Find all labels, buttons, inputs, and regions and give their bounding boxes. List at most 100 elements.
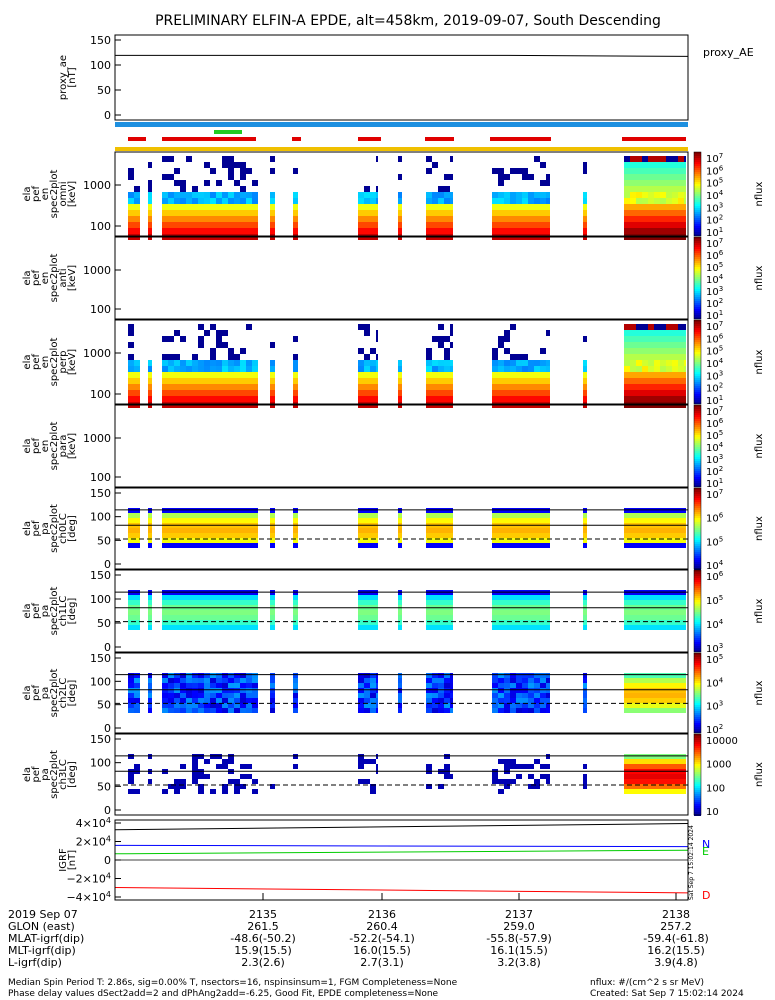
spec-cell — [534, 378, 540, 384]
pa-cell — [660, 779, 666, 784]
pa-cell — [534, 673, 540, 678]
panel-ylabel: pef — [31, 354, 42, 371]
colorbar-tick-label: 103 — [706, 201, 723, 214]
spec-cell — [534, 228, 540, 234]
pa-cell — [684, 595, 686, 600]
spec-cell — [642, 336, 648, 342]
spec-cell — [642, 216, 648, 222]
colorbar-label: nflux — [754, 516, 765, 541]
pa-cell — [660, 759, 666, 764]
spec-cell — [128, 204, 134, 210]
spec-cell — [252, 360, 258, 366]
spec-cell — [252, 198, 258, 204]
spec-cell — [426, 396, 432, 402]
spec-cell — [180, 210, 186, 216]
igrf-legend-n: N — [702, 838, 710, 851]
spec-cell — [450, 324, 453, 330]
colorbar-cell — [694, 334, 701, 336]
spec-cell — [636, 192, 642, 198]
pa-cell — [510, 620, 516, 625]
spec-cell — [128, 198, 134, 204]
spec-cell — [636, 210, 642, 216]
colorbar-cell — [694, 342, 701, 344]
colorbar-tick-label: 10 — [706, 807, 719, 818]
spec-cell — [210, 378, 216, 384]
pa-cell — [186, 600, 192, 605]
pa-cell — [186, 678, 192, 683]
spec-cell — [162, 222, 168, 228]
pa-cell — [654, 528, 660, 533]
pa-cell — [370, 625, 376, 630]
pa-cell — [654, 764, 660, 769]
spec-cell — [666, 378, 672, 384]
spec-cell — [134, 366, 140, 372]
colorbar-cell — [694, 396, 701, 398]
spec-cell — [444, 228, 450, 234]
spec-cell — [504, 360, 510, 366]
pa-cell — [376, 610, 378, 615]
spec-cell — [666, 384, 672, 390]
pa-cell — [162, 673, 168, 678]
spec-cell — [516, 222, 522, 228]
pa-cell — [204, 708, 210, 713]
spec-cell — [642, 210, 648, 216]
spec-cell — [234, 396, 240, 402]
spec-cell — [240, 168, 246, 174]
colorbar-cell — [694, 190, 701, 192]
pa-cell — [270, 615, 275, 620]
spec-cell — [168, 384, 174, 390]
pa-cell — [432, 688, 438, 693]
spec-cell — [270, 378, 275, 384]
colorbar-cell — [694, 514, 701, 516]
spec-cell — [510, 216, 516, 222]
panel-ylabel: ch1LC — [58, 596, 69, 627]
spec-cell — [148, 210, 152, 216]
pa-cell — [192, 759, 198, 764]
spec-cell — [186, 216, 192, 222]
spec-cell — [648, 378, 654, 384]
spec-cell — [534, 156, 540, 162]
spec-cell — [376, 366, 378, 372]
colorbar-cell — [694, 257, 701, 259]
pa-cell — [654, 703, 660, 708]
spec-cell — [510, 168, 516, 174]
spec-cell — [666, 396, 672, 402]
pa-cell — [450, 610, 453, 615]
pa-cell — [510, 688, 516, 693]
pa-cell — [162, 693, 168, 698]
pa-cell — [376, 683, 378, 688]
pa-cell — [358, 673, 364, 678]
spec-cell — [516, 168, 522, 174]
pa-cell — [630, 688, 636, 693]
pa-cell — [444, 533, 450, 538]
igrf-line — [114, 823, 689, 831]
spec-cell — [666, 168, 672, 174]
spec-cell — [528, 174, 534, 180]
pa-cell — [624, 610, 630, 615]
spec-cell — [660, 192, 666, 198]
colorbar-cell — [694, 640, 701, 642]
pa-cell — [666, 774, 672, 779]
spec-cell — [376, 354, 378, 360]
pa-cell — [246, 610, 252, 615]
pa-cell — [246, 600, 252, 605]
status-bar-red — [128, 137, 146, 141]
spec-cell — [246, 396, 252, 402]
colorbar-cell — [694, 364, 701, 366]
pa-cell — [510, 518, 516, 523]
pa-cell — [516, 595, 522, 600]
pa-cell — [642, 703, 648, 708]
pa-cell — [192, 779, 198, 784]
colorbar-cell — [694, 703, 701, 705]
colorbar-cell — [694, 326, 701, 328]
spec-cell — [660, 162, 666, 168]
colorbar-tick-label: 103 — [706, 642, 723, 655]
spec-cell — [246, 228, 252, 234]
pa-cell — [540, 703, 546, 708]
pa-cell — [186, 620, 192, 625]
pa-cell — [660, 678, 666, 683]
spec-cell — [510, 228, 516, 234]
spec-cell — [510, 354, 516, 360]
colorbar-cell — [694, 172, 701, 174]
spec-cell — [370, 396, 376, 402]
